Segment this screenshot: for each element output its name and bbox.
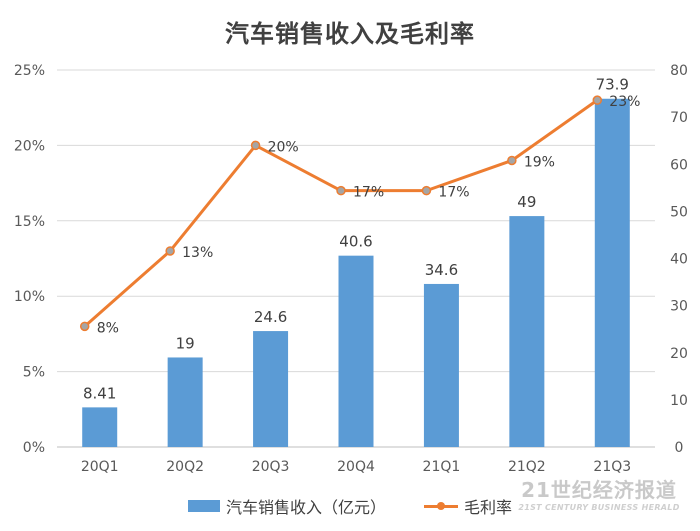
- left-axis-tick-label: 10%: [14, 289, 45, 305]
- line-data-label: 8%: [97, 320, 119, 336]
- chart-title: 汽车销售收入及毛利率: [225, 20, 475, 48]
- line-point: [336, 185, 346, 196]
- bar-data-label: 49: [517, 193, 536, 211]
- line-point: [165, 246, 175, 256]
- legend-swatch-margin: [424, 500, 458, 512]
- right-axis-tick-label: 70: [670, 110, 688, 126]
- x-axis-tick-label: 20Q3: [252, 459, 290, 475]
- line-point: [250, 140, 261, 151]
- line-data-label: 19%: [524, 154, 555, 170]
- bar: [509, 216, 545, 447]
- left-axis-tick-label: 5%: [23, 365, 45, 381]
- bar-data-label: 40.6: [339, 233, 372, 251]
- legend-swatch-revenue: [188, 500, 220, 512]
- x-axis-tick-label: 20Q4: [337, 459, 375, 475]
- line-point: [507, 155, 517, 166]
- legend-item-margin: 毛利率: [424, 494, 512, 518]
- line-data-label: 20%: [268, 139, 299, 155]
- x-axis-tick-label: 21Q3: [593, 459, 631, 475]
- line-point: [79, 321, 90, 332]
- right-axis-tick-label: 10: [670, 393, 688, 409]
- x-axis-tick-label: 21Q1: [423, 459, 461, 475]
- watermark-text: 21世纪经济报道: [521, 478, 677, 502]
- bar: [253, 331, 289, 447]
- line-data-label: 17%: [438, 185, 469, 201]
- line-point: [592, 95, 603, 105]
- x-axis-tick-label: 20Q1: [81, 459, 119, 475]
- line-point: [421, 185, 432, 196]
- watermark-logo: 21世纪经济报道 21ST CENTURY BUSINESS HERALD: [504, 474, 694, 512]
- legend-label-margin: 毛利率: [464, 498, 513, 517]
- bar-data-label: 8.41: [83, 384, 116, 402]
- bar-data-label: 24.6: [254, 308, 287, 326]
- bar-data-label: 73.9: [596, 76, 629, 94]
- legend-label-revenue: 汽车销售收入（亿元）: [226, 498, 387, 517]
- right-axis-tick-label: 60: [670, 157, 688, 173]
- chart-legend: 汽车销售收入（亿元） 毛利率: [0, 494, 700, 518]
- right-axis-tick-label: 50: [670, 204, 688, 220]
- left-axis-tick-label: 20%: [14, 138, 45, 154]
- line-data-label: 17%: [353, 185, 384, 201]
- bar: [423, 283, 459, 447]
- right-axis-tick-label: 80: [670, 63, 688, 79]
- left-axis-tick-label: 0%: [23, 440, 45, 456]
- left-axis-tick-label: 25%: [14, 63, 45, 79]
- line-data-label: 23%: [609, 94, 640, 110]
- bar-data-label: 19: [176, 334, 195, 352]
- x-axis-tick-label: 20Q2: [166, 459, 204, 475]
- left-axis-tick-label: 15%: [14, 214, 45, 230]
- bar: [167, 357, 203, 447]
- legend-item-revenue: 汽车销售收入（亿元）: [188, 494, 386, 518]
- right-axis-tick-label: 30: [670, 299, 688, 315]
- right-axis-tick-label: 40: [670, 252, 688, 268]
- line-data-label: 13%: [182, 245, 213, 261]
- bar: [82, 407, 118, 447]
- bar: [594, 98, 630, 447]
- x-axis-tick-label: 21Q2: [508, 459, 546, 475]
- bar: [338, 255, 374, 447]
- right-axis-tick-label: 0: [675, 440, 684, 456]
- right-axis-tick-label: 20: [670, 346, 688, 362]
- bar-data-label: 34.6: [425, 261, 458, 279]
- watermark-subtext: 21ST CENTURY BUSINESS HERALD: [518, 503, 680, 512]
